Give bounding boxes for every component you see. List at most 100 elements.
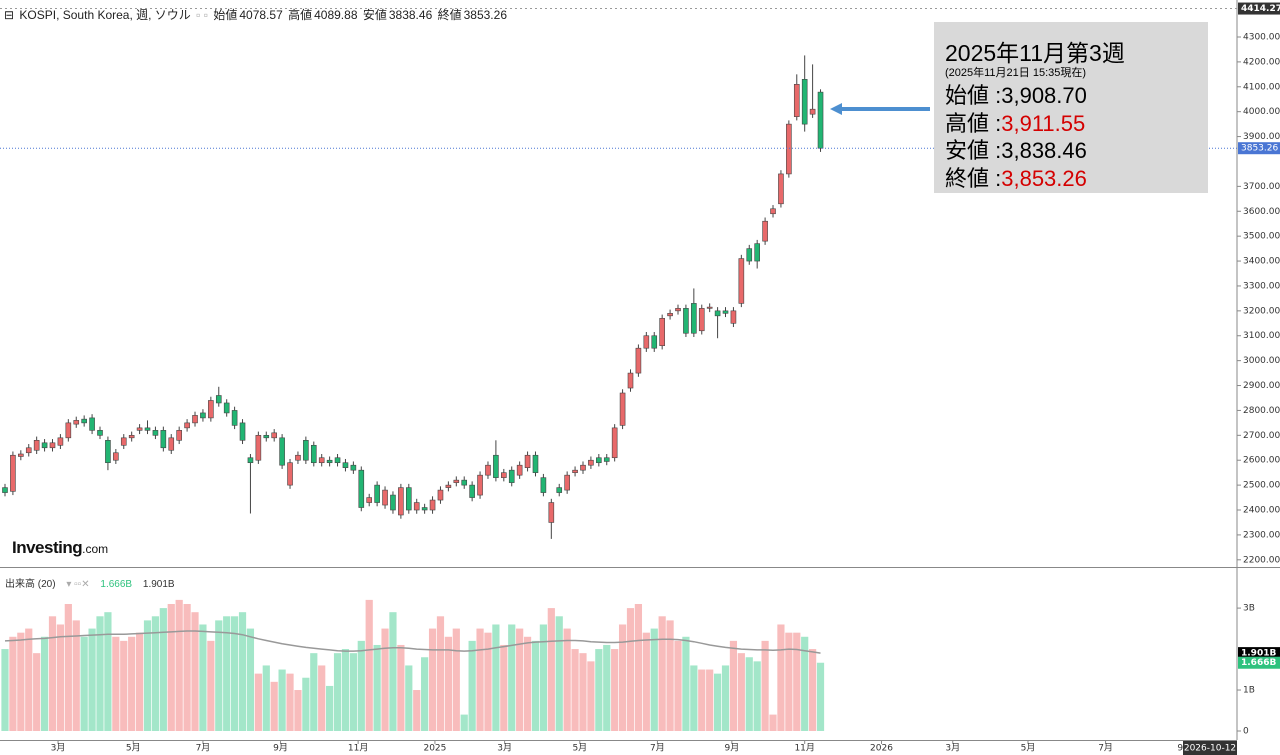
candle-body (113, 452, 119, 461)
volume-bar (611, 649, 619, 731)
volume-bar (183, 604, 191, 731)
y-tick-label: 4200.00 (1243, 57, 1280, 67)
collapse-icon[interactable]: ⊟ (4, 8, 15, 22)
volume-bar (104, 612, 112, 731)
volume-bar (215, 620, 223, 731)
candle-body (303, 440, 309, 461)
x-tick-label: 2025 (423, 744, 446, 754)
info-label: 安値 : (945, 138, 1002, 163)
icons[interactable]: ▾ ▫▫✕ (66, 579, 90, 590)
candle-body (619, 392, 626, 426)
candle-body (128, 435, 135, 439)
y-tick-label: 2400.00 (1243, 506, 1280, 516)
candle-body (263, 435, 270, 439)
y-tick-label: 3600.00 (1243, 207, 1280, 217)
icons[interactable]: ▫ ▫ (196, 8, 208, 22)
volume-bar (713, 673, 722, 731)
volume-bar (381, 628, 389, 731)
candle-body (390, 494, 396, 511)
candle-body (405, 487, 412, 511)
ohlc-value: 3838.46 (388, 8, 433, 22)
ohlc-value: 3853.26 (463, 8, 507, 22)
candle-body (223, 402, 230, 414)
candle-body (754, 243, 760, 262)
volume-bar (80, 636, 88, 731)
candle-body (540, 477, 547, 493)
volume-bars (1, 599, 825, 731)
volume-bar (421, 657, 429, 731)
candle-body (667, 313, 673, 317)
y-tick-label: 2200.00 (1243, 555, 1280, 565)
ma-box (1238, 647, 1280, 660)
volume-bar (595, 649, 603, 731)
volume-bar (175, 599, 183, 731)
ohlc-label: 終値 (437, 8, 462, 22)
x-tick-label: 3月 (497, 743, 512, 754)
y-tick-label: 2300.00 (1243, 530, 1280, 540)
volume-name: 出来高 (20) (5, 579, 56, 590)
volume-bar (484, 632, 492, 731)
info-row: 始値 :3,908.70 (945, 78, 1087, 110)
candle-body (501, 472, 507, 478)
y-tick-label: 3700.00 (1243, 182, 1280, 192)
symbol: KOSPI, South Korea, 週, ソウル (19, 8, 191, 22)
candle-body (611, 427, 618, 459)
x-tick-label: 5月 (126, 743, 141, 754)
volume-bar (769, 714, 777, 731)
ohlc-label: 安値 (362, 8, 387, 22)
x-tick-label: 7月 (1098, 743, 1113, 754)
volume-bar (539, 624, 547, 731)
volume-bar (737, 653, 745, 731)
volume-bar (389, 612, 397, 731)
volume-bar (468, 640, 476, 731)
y-tick-label: 3000.00 (1243, 356, 1280, 366)
volume-bar (302, 677, 310, 731)
candle-body (469, 484, 475, 498)
volume-bar (357, 640, 365, 731)
volume-bar (9, 636, 17, 731)
volume-header: 出来高 (20) ▾ ▫▫✕ 1.666B 1.901B (5, 575, 175, 590)
volume-bar (492, 624, 500, 731)
volume-bar (151, 616, 160, 731)
volume-bar (397, 644, 405, 731)
y-tick-label: 0 (1243, 726, 1249, 736)
candle-body (413, 502, 420, 511)
volume-bar (690, 665, 698, 731)
info-value: 3,838.46 (1001, 138, 1087, 163)
candle-body (334, 457, 341, 464)
volume-bar (33, 653, 41, 731)
candle-body (817, 91, 824, 149)
candle-body (318, 457, 325, 464)
volume-bar (310, 653, 318, 731)
volume-bar (17, 632, 25, 731)
candle-body (398, 487, 404, 516)
volume-bar (650, 628, 658, 731)
candle-body (730, 310, 737, 324)
volume-bar (191, 612, 199, 731)
volume-bar (349, 653, 357, 731)
volume-bar (444, 636, 452, 731)
y-tick-label: 3400.00 (1243, 257, 1280, 267)
candle-body (548, 502, 555, 523)
candle-body (778, 173, 784, 205)
candle-body (136, 427, 143, 431)
x-tick-label: 9月 (273, 743, 288, 754)
candle-body (564, 474, 570, 491)
candle-body (73, 420, 80, 425)
last-price-label: 3853.26 (1241, 144, 1278, 154)
logo-name: Investing (12, 538, 83, 557)
volume-bar (270, 681, 278, 731)
volume-bar (658, 616, 666, 731)
volume-bar (706, 669, 714, 731)
volume-bar (603, 644, 611, 731)
volume-bar (365, 599, 373, 731)
volume-bar (785, 632, 793, 731)
info-row: 安値 :3,838.46 (945, 133, 1087, 165)
volume-bar (238, 612, 247, 731)
candle-body (49, 442, 56, 449)
volume-bar (262, 665, 270, 731)
volume-bar (634, 604, 643, 731)
volume-bar (618, 624, 627, 731)
crosshair-price-box (1238, 2, 1280, 15)
